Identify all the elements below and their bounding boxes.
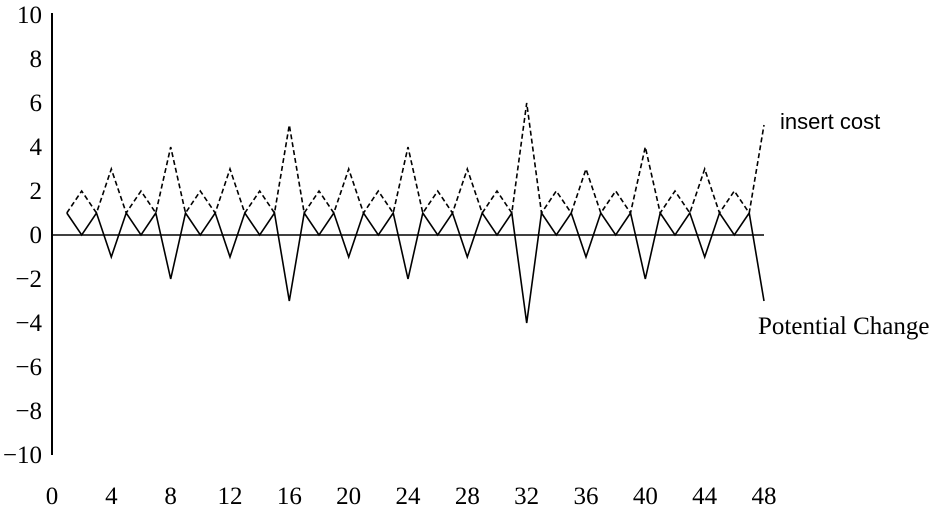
- y-tick-label: −8: [15, 398, 42, 425]
- series-label-insert-cost: insert cost: [780, 109, 880, 134]
- x-tick-label: 40: [633, 483, 658, 510]
- x-tick-label: 20: [336, 483, 361, 510]
- axes: [51, 13, 764, 455]
- series-line-insert-cost: [66, 102, 765, 216]
- y-tick-label: −4: [15, 310, 42, 337]
- series-label-potential-change: Potential Change: [758, 313, 930, 340]
- y-tick-label: 6: [30, 90, 43, 117]
- y-tick-label: 8: [30, 46, 43, 73]
- x-tick-label: 44: [692, 483, 718, 510]
- series-line-potential-change: [66, 210, 765, 324]
- y-tick-label: 10: [17, 2, 42, 29]
- x-tick-label: 32: [514, 483, 539, 510]
- x-tick-label: 24: [396, 483, 422, 510]
- y-tick-label: 4: [30, 134, 43, 161]
- series-lines: [66, 102, 765, 324]
- x-tick-label: 0: [46, 483, 59, 510]
- y-tick-label: 0: [30, 222, 43, 249]
- x-tick-label: 8: [164, 483, 177, 510]
- x-tick-label: 48: [752, 483, 777, 510]
- x-tick-label: 16: [277, 483, 302, 510]
- y-tick-label: 2: [30, 178, 43, 205]
- x-tick-label: 28: [455, 483, 480, 510]
- x-tick-label: 4: [105, 483, 118, 510]
- y-tick-label: −10: [3, 442, 42, 469]
- y-tick-label: −6: [15, 354, 42, 381]
- y-tick-label: −2: [15, 266, 42, 293]
- x-tick-label: 36: [574, 483, 599, 510]
- x-tick-label: 12: [218, 483, 243, 510]
